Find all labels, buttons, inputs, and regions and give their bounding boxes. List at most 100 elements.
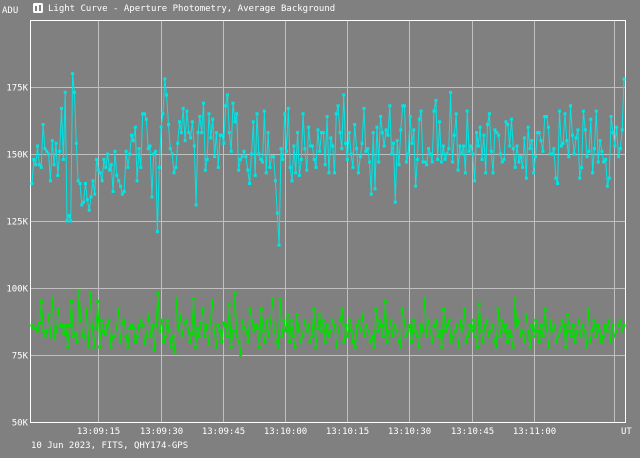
series-2-point — [391, 334, 395, 338]
series-2-point — [201, 307, 205, 311]
series-2-point — [581, 324, 585, 327]
series-2-point — [519, 334, 523, 338]
series-2-point — [363, 334, 367, 338]
series-1-point — [583, 128, 587, 132]
series-2-point — [468, 324, 472, 327]
series-1-point — [78, 182, 82, 185]
series-2-point — [73, 332, 77, 336]
series-1-point — [264, 171, 268, 175]
series-1-point — [318, 149, 322, 153]
series-2-point — [598, 329, 602, 333]
x-tick-label: 13:10:30 — [388, 427, 431, 437]
series-2-point — [286, 313, 290, 317]
series-1-point — [323, 163, 327, 167]
series-2-point — [524, 313, 528, 317]
series-2-point — [321, 318, 325, 322]
series-1-point — [441, 144, 445, 148]
series-1-point — [342, 93, 346, 97]
series-1-point — [257, 152, 261, 156]
series-1-point — [454, 112, 458, 116]
series-2-point — [489, 329, 493, 333]
series-1-point — [71, 72, 75, 76]
series-2-point — [169, 345, 173, 349]
series-1-point — [401, 104, 405, 108]
series-2-point — [415, 334, 419, 338]
series-2-point — [470, 329, 474, 333]
series-1-point — [84, 182, 87, 185]
series-1-point — [340, 147, 344, 151]
series-1-point — [135, 179, 139, 183]
series-2-point — [361, 313, 365, 317]
series-1-point — [320, 131, 323, 135]
series-2-point — [601, 334, 605, 338]
series-2-point — [289, 318, 293, 322]
series-2-point — [569, 334, 573, 338]
series-2-point — [30, 324, 34, 327]
chart-app-icon[interactable] — [33, 3, 43, 13]
series-2-point — [86, 345, 90, 349]
series-1-point — [602, 160, 606, 164]
series-2-point — [528, 345, 532, 349]
series-1-point — [224, 104, 228, 108]
series-1-point — [415, 157, 419, 161]
series-1-point — [299, 157, 303, 161]
series-2-point — [466, 334, 470, 338]
series-2-point — [434, 318, 438, 322]
series-1-point — [227, 131, 231, 135]
series-1-point — [550, 152, 554, 156]
series-2-point — [124, 334, 128, 338]
series-2-point — [271, 297, 275, 301]
series-2-point — [216, 324, 220, 327]
series-1-point — [100, 179, 104, 183]
series-1-point — [430, 160, 434, 164]
series-2-point — [252, 329, 256, 333]
series-1-point — [498, 152, 502, 156]
series-2-point — [227, 302, 231, 306]
x-tick-label: 13:09:15 — [77, 427, 120, 437]
series-1-point — [58, 149, 62, 153]
series-1-point — [213, 155, 217, 159]
series-1-point — [408, 115, 412, 118]
series-1-point — [222, 141, 226, 145]
series-1-point — [559, 144, 563, 148]
series-2-point — [413, 329, 417, 333]
series-2-point — [118, 340, 122, 344]
series-1-point — [89, 195, 93, 199]
series-2-point — [562, 324, 566, 327]
series-1-point — [144, 117, 148, 121]
series-2-point — [194, 345, 197, 349]
series-1-point — [421, 160, 425, 164]
series-2-point — [398, 345, 402, 349]
series-2-point — [560, 318, 564, 322]
series-1-point — [286, 106, 290, 110]
series-2-point — [316, 326, 320, 330]
series-1-point — [69, 219, 73, 223]
series-1-point — [141, 112, 145, 116]
series-2-point — [490, 324, 494, 327]
series-2-point — [410, 340, 414, 344]
series-2-point — [56, 307, 60, 311]
series-2-point — [278, 297, 282, 301]
series-2-point — [511, 345, 515, 349]
x-tick-label: 13:11:00 — [513, 427, 556, 437]
series-1-point — [310, 144, 314, 148]
series-1-point — [611, 131, 615, 135]
series-2-point — [207, 342, 211, 346]
series-2-point — [622, 324, 626, 327]
series-1-point — [181, 106, 185, 110]
series-2-point — [554, 340, 558, 344]
series-2-point — [406, 329, 410, 333]
series-2-point — [314, 345, 318, 349]
series-2-point — [340, 307, 344, 311]
series-1-point — [231, 101, 235, 105]
series-2-point — [133, 340, 137, 344]
series-1-point — [143, 112, 146, 116]
series-1-point — [314, 165, 318, 169]
series-2-point — [242, 326, 246, 330]
series-2-point — [365, 324, 368, 327]
series-2-point — [224, 324, 228, 327]
series-2-point — [177, 329, 181, 333]
series-2-point — [39, 299, 43, 303]
series-2-point — [500, 318, 504, 322]
series-2-point — [308, 340, 312, 344]
